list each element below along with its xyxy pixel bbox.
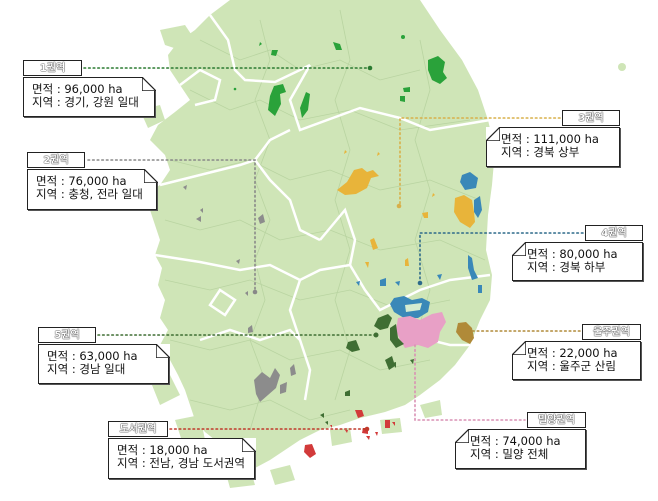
islands-label: 도서권역	[119, 424, 157, 435]
info-box-miryang: 면적 : 74,000 ha 지역 : 밀양 전체	[454, 428, 586, 469]
zone4-lake	[405, 303, 422, 312]
page-fold-icon	[511, 241, 526, 256]
info-box-ulju: 면적 : 22,000 ha 지역 : 울주군 산림	[511, 340, 641, 380]
page-fold-icon	[141, 76, 156, 91]
zone5-forest-areas	[320, 314, 414, 425]
tab-miryang: 밀양권역	[527, 412, 586, 428]
zone2-forest-areas	[183, 185, 296, 402]
tab-zone4: 4권역	[585, 225, 643, 241]
page-fold-icon	[241, 437, 256, 452]
zone4-region: 지역 : 경북 하부	[527, 260, 606, 274]
zone3-area: 면적 : 111,000 ha	[501, 132, 599, 146]
ulju-area: 면적 : 22,000 ha	[527, 346, 618, 360]
zone1-area: 면적 : 96,000 ha	[32, 82, 123, 96]
miryang-area: 면적 : 74,000 ha	[470, 434, 561, 448]
page-fold-icon	[511, 340, 526, 355]
miryang-region: 지역 : 밀양 전체	[470, 447, 549, 461]
info-box-zone2: 면적 : 76,000 ha 지역 : 충청, 전라 일대	[27, 168, 158, 210]
zone3-forest-areas	[337, 150, 475, 268]
zone2-label: 2권역	[43, 155, 69, 166]
zone3-label: 3권역	[578, 113, 604, 124]
zone5-region: 지역 : 경남 일대	[47, 362, 126, 376]
zone1-label: 1권역	[39, 63, 66, 74]
page-fold-icon	[454, 428, 469, 443]
tab-islands: 도서권역	[108, 421, 168, 437]
zone5-area: 면적 : 63,000 ha	[47, 349, 138, 363]
zone4-label: 4권역	[601, 228, 627, 239]
ulju-forest-area	[456, 322, 474, 344]
tab-zone5: 5권역	[38, 327, 96, 343]
miryang-label: 밀양권역	[538, 415, 575, 426]
miryang-forest-area	[396, 312, 446, 348]
islands-forest-areas	[304, 410, 395, 458]
ulju-region: 지역 : 울주군 산림	[527, 359, 616, 373]
tab-zone3: 3권역	[562, 110, 620, 126]
tab-ulju: 울주권역	[582, 324, 641, 340]
zone3-region: 지역 : 경북 상부	[501, 145, 580, 159]
province-borders	[154, 14, 491, 401]
page-fold-icon	[155, 343, 170, 358]
info-box-islands: 면적 : 18,000 ha 지역 : 전남, 경남 도서권역	[108, 437, 256, 479]
zone2-area: 면적 : 76,000 ha	[36, 174, 127, 188]
leader-lines	[83, 65, 584, 432]
zone1-forest-areas	[233, 35, 447, 118]
tab-zone1: 1권역	[23, 60, 82, 76]
info-box-zone1: 면적 : 96,000 ha 지역 : 경기, 강원 일대	[23, 76, 156, 117]
info-box-zone5: 면적 : 63,000 ha 지역 : 경남 일대	[38, 343, 170, 384]
tab-zone2: 2권역	[27, 152, 85, 168]
info-box-zone3: 면적 : 111,000 ha 지역 : 경북 상부	[485, 126, 620, 167]
zone5-label: 5권역	[54, 330, 80, 341]
islands-region: 지역 : 전남, 경남 도서권역	[117, 456, 245, 470]
info-box-zone4: 면적 : 80,000 ha 지역 : 경북 하부	[511, 241, 643, 281]
zone1-region: 지역 : 경기, 강원 일대	[32, 95, 139, 109]
page-fold-icon	[143, 168, 158, 183]
zone4-forest-areas	[356, 172, 482, 318]
zone4-area: 면적 : 80,000 ha	[527, 247, 618, 261]
ulju-label: 울주권역	[593, 327, 630, 338]
islands-area: 면적 : 18,000 ha	[117, 443, 208, 457]
zone2-region: 지역 : 충청, 전라 일대	[36, 187, 143, 201]
page-fold-icon	[485, 126, 500, 141]
